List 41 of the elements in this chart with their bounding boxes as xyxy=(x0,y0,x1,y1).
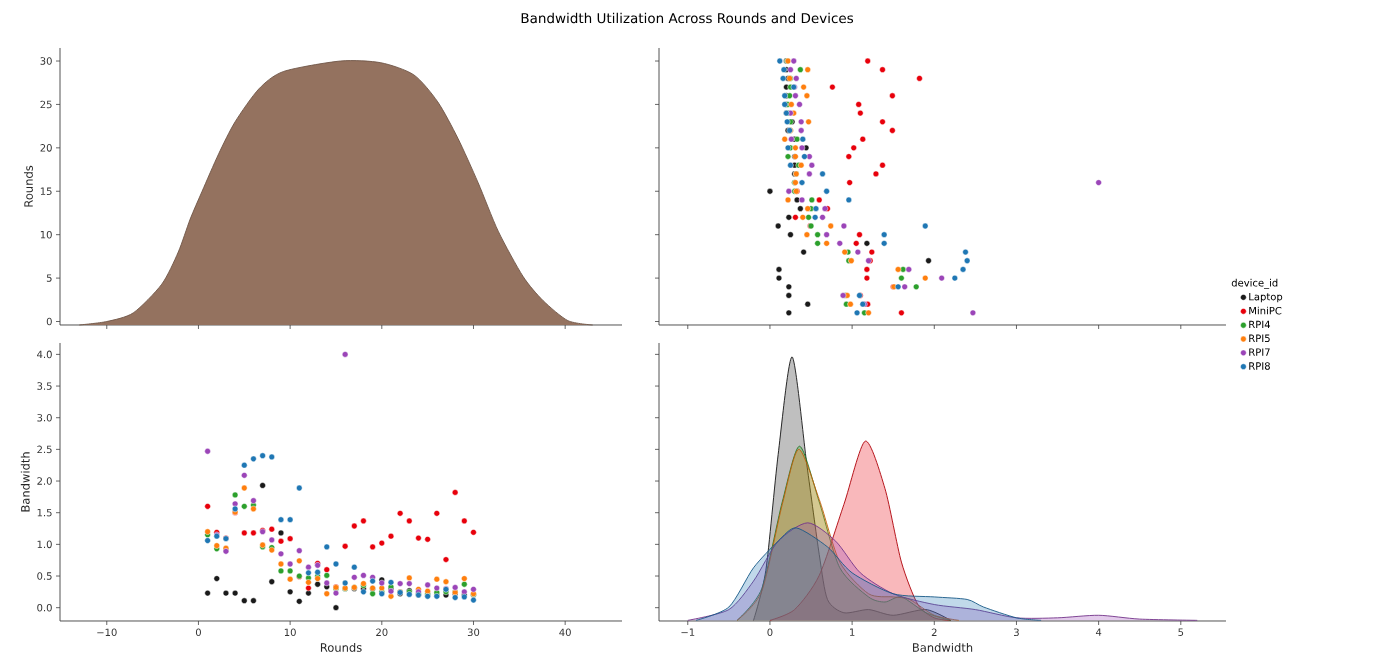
text: Bandwidth Utilization Across Rounds and Devices xyxy=(521,12,854,24)
legend-label: RPI4 xyxy=(1249,320,1271,329)
y-tick-label: 4.0 xyxy=(37,350,52,359)
y-tick-label: 20 xyxy=(40,144,52,152)
y-tick-label: 15 xyxy=(40,187,52,195)
y-tick-label: 0 xyxy=(46,317,52,326)
x-axis-title: Rounds xyxy=(320,642,362,652)
y-tick-label: 10 xyxy=(40,230,52,239)
y-tick-label: 3.5 xyxy=(37,382,52,390)
y-tick-label: 0.0 xyxy=(37,603,52,612)
y-tick-label: 3.0 xyxy=(37,413,52,422)
y-axis-title: Bandwidth xyxy=(20,452,30,512)
legend-label: Laptop xyxy=(1249,292,1283,303)
y-tick-label: 2.5 xyxy=(37,445,52,454)
x-tick-label: 10 xyxy=(284,628,296,637)
x-axis-title: Bandwidth xyxy=(913,642,973,652)
y-tick-label: 2.0 xyxy=(37,477,52,485)
x-tick-label: 40 xyxy=(559,628,571,637)
legend-label: RPI8 xyxy=(1249,362,1270,370)
x-tick-label: 4 xyxy=(1095,628,1102,636)
y-axis-title: Rounds xyxy=(23,165,33,207)
x-tick-label: 3 xyxy=(1014,628,1019,637)
x-tick-label: 0 xyxy=(195,628,201,637)
x-tick-label: 5 xyxy=(1178,628,1184,636)
x-tick-label: 1 xyxy=(850,628,855,636)
x-tick-label: 2 xyxy=(931,628,937,636)
x-tick-label: 20 xyxy=(376,628,388,637)
x-tick-label: 30 xyxy=(467,628,480,637)
y-tick-label: 1.0 xyxy=(37,540,52,549)
x-tick-label: 0 xyxy=(767,628,773,637)
legend-label: MiniPC xyxy=(1249,306,1282,315)
y-tick-label: 0.5 xyxy=(37,572,52,580)
x-tick-label: −1 xyxy=(681,628,695,636)
y-tick-label: 30 xyxy=(40,57,52,65)
y-tick-label: 5 xyxy=(46,274,52,282)
legend-label: RPI5 xyxy=(1249,334,1270,343)
y-tick-label: 25 xyxy=(40,100,52,109)
legend-label: RPI7 xyxy=(1249,348,1270,356)
y-tick-label: 1.5 xyxy=(37,508,52,517)
x-tick-label: −10 xyxy=(97,628,117,637)
legend-title: device_id xyxy=(1231,278,1278,289)
